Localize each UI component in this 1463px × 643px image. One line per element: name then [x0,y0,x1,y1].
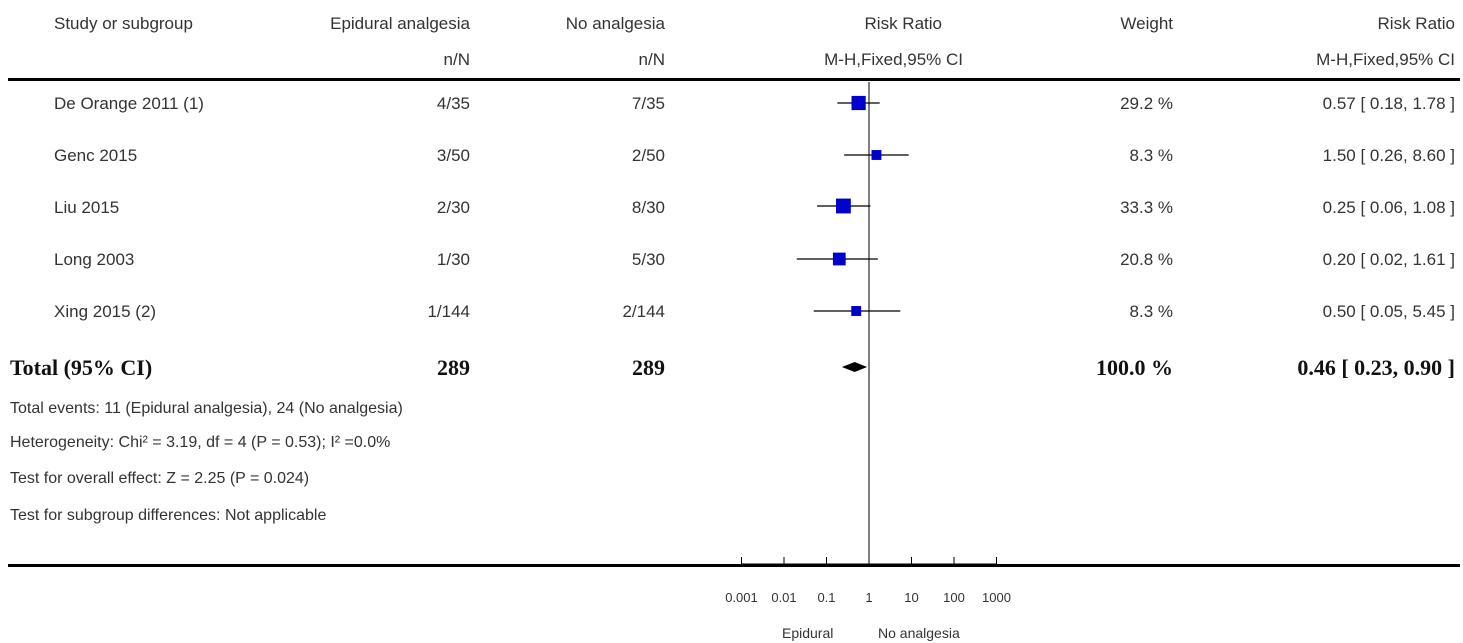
no-analgesia-events: 8/30 [631,198,665,217]
overall-effect-text: Test for overall effect: Z = 2.25 (P = 0… [10,470,310,487]
x-tick-label: 0.1 [817,590,835,605]
total-epidural: 289 [437,355,470,380]
no-analgesia-events: 2/50 [631,146,665,165]
epidural-events: 1/30 [436,250,470,269]
weight-value: 29.2 % [1120,94,1173,113]
weight-value: 8.3 % [1129,146,1173,165]
pooled-diamond [841,362,868,372]
study-name: Long 2003 [54,250,135,269]
weight-value: 33.3 % [1120,198,1173,217]
study-marker [851,95,866,111]
total-no-analgesia: 289 [632,355,665,380]
header-rr: Risk Ratio [1377,14,1455,33]
x-tick-label: 100 [943,590,965,605]
study-name: Liu 2015 [54,198,120,217]
header-epidural: Epidural analgesia [330,14,470,33]
x-tick-label: 0.001 [725,590,758,605]
bottom-divider [8,564,1460,567]
epidural-events: 3/50 [436,146,470,165]
study-name: Genc 2015 [54,146,138,165]
header-rr-plot: Risk Ratio [864,14,942,33]
heterogeneity-text: Heterogeneity: Chi² = 3.19, df = 4 (P = … [10,434,391,451]
x-tick-label: 1 [865,590,872,605]
subgroup-differences-text: Test for subgroup differences: Not appli… [10,507,327,524]
risk-ratio-value: 0.25 [ 0.06, 1.08 ] [1322,198,1455,217]
risk-ratio-value: 0.50 [ 0.05, 5.45 ] [1322,302,1455,321]
study-marker [832,252,846,266]
no-analgesia-events: 5/30 [631,250,665,269]
epidural-events: 2/30 [436,198,470,217]
study-name: De Orange 2011 (1) [54,94,204,113]
risk-ratio-value: 0.20 [ 0.02, 1.61 ] [1322,250,1455,269]
risk-ratio-value: 1.50 [ 0.26, 8.60 ] [1322,146,1455,165]
epidural-events: 1/144 [427,302,470,321]
risk-ratio-value: 0.57 [ 0.18, 1.78 ] [1322,94,1455,113]
total-risk-ratio: 0.46 [ 0.23, 0.90 ] [1297,355,1455,380]
weight-value: 20.8 % [1120,250,1173,269]
x-tick-label: 0.01 [771,590,796,605]
header-no-analgesia-sub: n/N [638,50,665,69]
total-events-text: Total events: 11 (Epidural analgesia), 2… [10,400,403,417]
header-rr-sub: M-H,Fixed,95% CI [1316,50,1455,69]
header-rr-plot-sub: M-H,Fixed,95% CI [824,50,963,69]
axis-label-left: Epidural [782,625,834,641]
header-study: Study or subgroup [54,14,193,33]
study-marker [871,150,882,160]
no-analgesia-events: 2/144 [622,302,665,321]
study-marker [836,198,851,214]
weight-value: 8.3 % [1129,302,1173,321]
header-weight: Weight [1120,14,1173,33]
epidural-events: 4/35 [436,94,470,113]
x-tick-label: 10 [904,590,918,605]
header-no-analgesia: No analgesia [565,14,665,33]
axis-label-right: No analgesia [878,625,960,641]
total-label: Total (95% CI) [10,355,153,380]
x-tick-label: 1000 [982,590,1011,605]
header-epidural-sub: n/N [443,50,470,69]
total-weight: 100.0 % [1096,355,1173,380]
no-analgesia-events: 7/35 [631,94,665,113]
study-name: Xing 2015 (2) [54,302,157,321]
header-divider [8,78,1460,81]
study-marker [851,306,862,316]
